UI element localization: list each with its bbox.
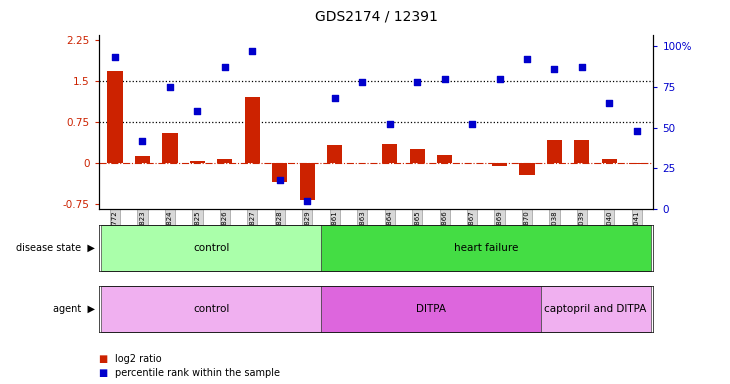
Point bbox=[137, 137, 148, 144]
Bar bbox=[520, 163, 534, 175]
Point bbox=[549, 66, 561, 72]
Bar bbox=[245, 98, 260, 163]
Point bbox=[466, 121, 478, 127]
Bar bbox=[492, 163, 507, 166]
Text: percentile rank within the sample: percentile rank within the sample bbox=[115, 368, 280, 378]
Bar bbox=[218, 159, 232, 163]
Bar bbox=[629, 163, 645, 164]
Point bbox=[439, 76, 450, 82]
Bar bbox=[272, 163, 288, 182]
Text: agent  ▶: agent ▶ bbox=[53, 304, 95, 314]
Point bbox=[110, 55, 121, 61]
Bar bbox=[321, 286, 541, 332]
Bar bbox=[107, 71, 123, 163]
Text: ■: ■ bbox=[99, 368, 108, 378]
Bar bbox=[300, 163, 315, 200]
Bar bbox=[162, 133, 177, 163]
Bar bbox=[190, 161, 205, 163]
Bar bbox=[437, 155, 452, 163]
Bar bbox=[327, 146, 342, 163]
Text: disease state  ▶: disease state ▶ bbox=[16, 243, 95, 253]
Point bbox=[164, 84, 176, 90]
Text: DITPA: DITPA bbox=[416, 304, 446, 314]
Text: heart failure: heart failure bbox=[453, 243, 518, 253]
Point bbox=[247, 48, 258, 54]
Bar bbox=[135, 156, 150, 163]
Point bbox=[604, 100, 615, 106]
Text: control: control bbox=[193, 304, 229, 314]
Text: captopril and DITPA: captopril and DITPA bbox=[545, 304, 647, 314]
Text: log2 ratio: log2 ratio bbox=[115, 354, 161, 364]
Point bbox=[329, 95, 341, 101]
Point bbox=[576, 64, 588, 70]
Text: GDS2174 / 12391: GDS2174 / 12391 bbox=[315, 9, 437, 23]
Point bbox=[384, 121, 396, 127]
Point bbox=[301, 198, 313, 204]
Bar bbox=[321, 225, 650, 271]
Point bbox=[219, 64, 231, 70]
Bar bbox=[541, 286, 650, 332]
Bar bbox=[602, 159, 617, 163]
Bar bbox=[575, 140, 590, 163]
Point bbox=[631, 128, 642, 134]
Text: ■: ■ bbox=[99, 354, 108, 364]
Bar bbox=[101, 286, 321, 332]
Point bbox=[356, 79, 368, 85]
Point bbox=[191, 108, 203, 114]
Text: control: control bbox=[193, 243, 229, 253]
Point bbox=[274, 177, 285, 183]
Point bbox=[493, 76, 505, 82]
Bar bbox=[547, 140, 562, 163]
Bar bbox=[101, 225, 321, 271]
Point bbox=[411, 79, 423, 85]
Point bbox=[521, 56, 533, 62]
Bar bbox=[382, 144, 397, 163]
Bar bbox=[410, 149, 425, 163]
